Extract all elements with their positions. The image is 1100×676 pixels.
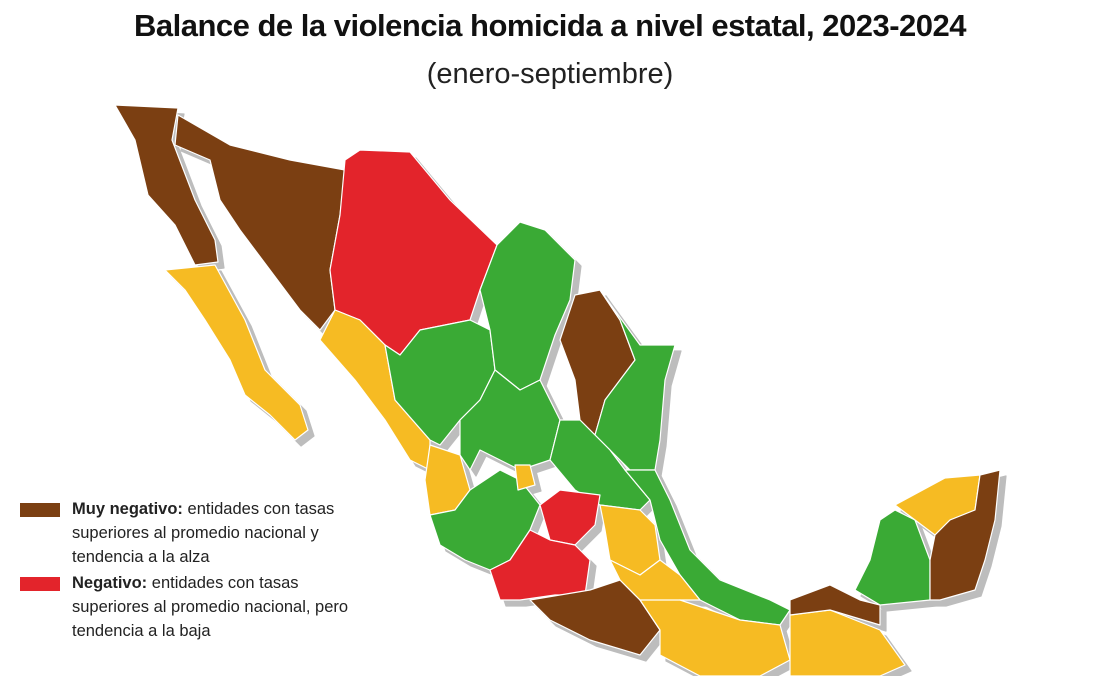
legend-item: Muy negativo: entidades con tasas superi… <box>20 497 372 569</box>
state <box>539 489 601 546</box>
state <box>789 609 906 676</box>
subtitle: (enero-septiembre) <box>426 58 674 90</box>
legend-swatch <box>20 503 60 517</box>
state <box>114 104 219 266</box>
state <box>854 509 931 606</box>
state <box>599 504 661 576</box>
state <box>429 469 541 571</box>
state <box>789 584 881 626</box>
state <box>639 599 791 676</box>
state <box>479 221 576 391</box>
state <box>514 464 536 491</box>
state <box>164 264 309 441</box>
legend-swatch <box>20 577 60 591</box>
states <box>114 104 1001 676</box>
state <box>624 469 791 626</box>
legend-item: Negativo: entidades con tasas superiores… <box>20 571 372 643</box>
legend: Muy negativo: entidades con tasas superi… <box>20 497 400 645</box>
title: Balance de la violencia homicida a nivel… <box>133 8 967 43</box>
state <box>929 469 1001 601</box>
state <box>174 114 346 331</box>
legend-description: entidades con tasas superiores al promed… <box>72 500 335 566</box>
legend-label: Muy negativo: <box>72 500 183 518</box>
state <box>489 529 591 601</box>
legend-description: entidades con tasas superiores al promed… <box>72 574 349 640</box>
legend-label: Negativo: <box>72 574 148 592</box>
state <box>609 559 701 606</box>
